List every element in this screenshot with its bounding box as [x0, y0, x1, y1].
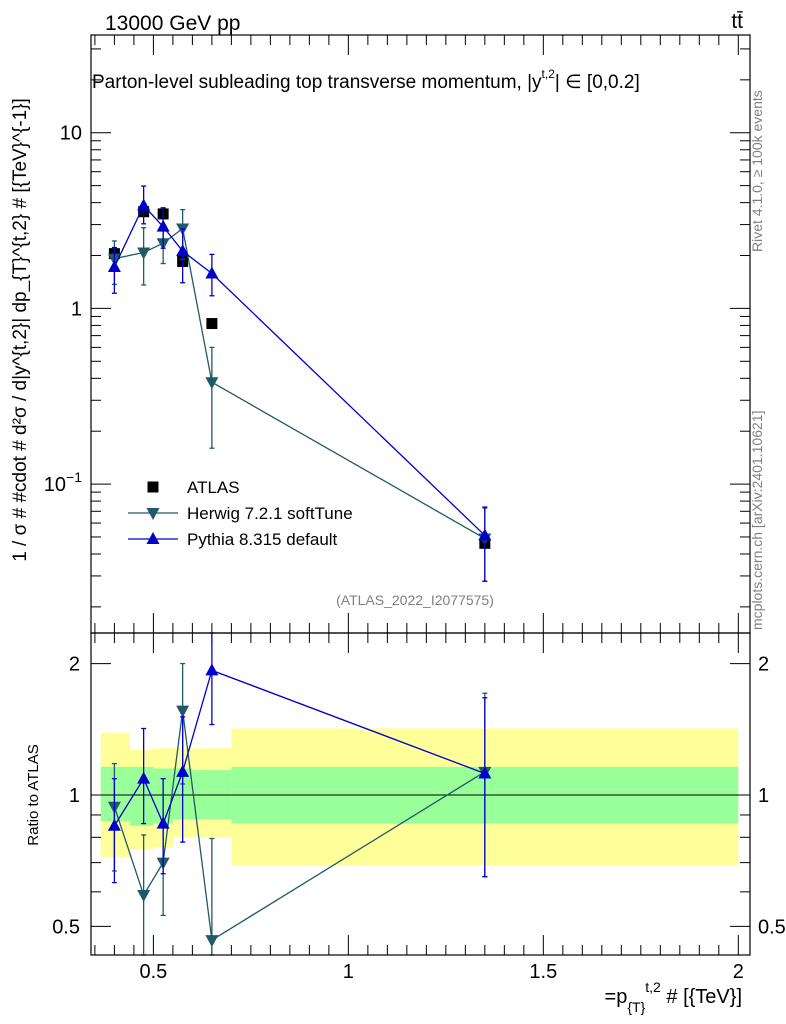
ratio-point	[176, 705, 190, 718]
energy-label: 13000 GeV pp	[105, 12, 240, 35]
legend-marker-0	[147, 481, 159, 493]
main-point	[205, 266, 219, 279]
process-label: tt̄	[731, 10, 743, 33]
main-series-line	[114, 227, 486, 540]
ratio-series-pythia-8-315-default	[107, 632, 492, 884]
legend-label-1: Herwig 7.2.1 softTune	[187, 504, 353, 523]
ratio-y-tick-label-right-0: 0.5	[758, 916, 786, 938]
ratio-series-line	[113, 710, 486, 942]
main-series-pythia-8-315-default	[107, 185, 492, 582]
ratio-axis-ticks: 0.5 0.5 1 1 2 2 0.5 1 1.5 2	[52, 633, 786, 983]
x-axis-label-sup: t,2	[645, 979, 661, 995]
svg-text:=p{T}t,2 # [{TeV}]: =p{T}t,2 # [{TeV}]	[605, 979, 742, 1015]
ratio-point	[478, 766, 492, 779]
y-axis-label-main: 1 / σ # #cdot # d²σ / d|y^{t,2}| dp_{T}^…	[10, 98, 31, 562]
ratio-y-tick-label-right-1: 1	[758, 785, 769, 807]
main-y-tick-label-1: 1	[71, 298, 82, 320]
ratio-y-tick-label-left-2: 2	[69, 654, 80, 676]
legend-label-0: ATLAS	[187, 478, 240, 497]
main-axis-ticks: 10−1 1 10	[44, 35, 750, 633]
x-axis-label-sub: {T}	[627, 999, 645, 1015]
ratio-point	[176, 764, 190, 777]
ratio-y-tick-label-left-1: 1	[69, 785, 80, 807]
legend-marker-2	[146, 532, 160, 544]
rivet-version-label: Rivet 4.1.0, ≥ 100k events	[749, 90, 765, 252]
ratio-point	[137, 771, 151, 784]
x-tick-label-3: 2	[733, 961, 744, 983]
legend-label-2: Pythia 8.315 default	[187, 530, 338, 549]
main-point	[176, 244, 190, 257]
x-tick-label-0: 0.5	[139, 961, 167, 983]
title-tail: | ∈ [0,0.2]	[555, 72, 640, 93]
legend-marker-1	[146, 508, 160, 520]
main-series-atlas	[108, 206, 491, 549]
main-point	[156, 219, 170, 232]
x-axis-label: =p{T}t,2 # [{TeV}]	[605, 979, 742, 1015]
ratio-plot-frame	[90, 632, 751, 956]
main-series-herwig-7-2-1-softtune	[107, 208, 492, 582]
title-y: y	[532, 72, 542, 93]
ratio-point	[205, 663, 219, 676]
ratio-point	[156, 816, 170, 829]
ratio-series-layer	[107, 632, 492, 956]
ratio-series-line	[113, 669, 486, 827]
ratio-y-tick-label-left-0: 0.5	[52, 916, 80, 938]
main-series-layer	[107, 185, 492, 582]
x-axis-label-b: # [{TeV}]	[661, 986, 742, 1008]
analysis-id-label: (ATLAS_2022_I2077575)	[336, 592, 494, 608]
inner-band-0	[100, 766, 130, 822]
main-point	[205, 377, 219, 390]
svg-text:Parton-level subleading top tr: Parton-level subleading top transverse m…	[92, 67, 640, 93]
main-y-tick-label-2: 10	[60, 123, 82, 145]
ratio-point	[205, 935, 219, 948]
x-tick-label-2: 1.5	[529, 961, 557, 983]
main-point	[206, 318, 218, 330]
y-axis-label-ratio: Ratio to ATLAS	[25, 744, 42, 845]
title-sup: t,2	[542, 67, 556, 81]
main-point	[137, 198, 151, 211]
mcplots-label: mcplots.cern.ch [arXiv:2401.10621]	[749, 411, 765, 630]
legend: ATLAS Herwig 7.2.1 softTune Pythia 8.315 d…	[128, 478, 353, 549]
ratio-point	[137, 890, 151, 903]
ratio-y-tick-label-right-2: 2	[758, 654, 769, 676]
plot-title: Parton-level subleading top transverse m…	[92, 67, 640, 93]
main-point	[478, 528, 492, 541]
main-point	[137, 247, 151, 260]
title-main: Parton-level subleading top transverse m…	[92, 72, 532, 93]
main-point	[107, 260, 121, 273]
x-tick-label-1: 1	[343, 961, 354, 983]
ratio-point	[107, 818, 121, 831]
main-y-tick-label-0: 10−1	[44, 469, 82, 496]
main-series-line	[113, 204, 486, 536]
x-axis-label-a: =p	[605, 986, 628, 1008]
